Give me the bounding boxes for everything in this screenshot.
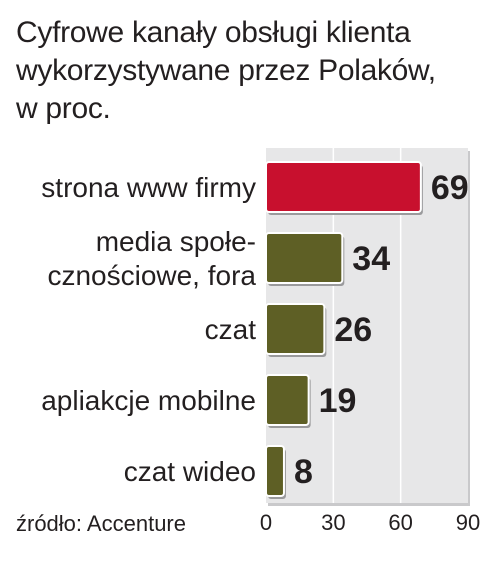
category-label: czat <box>205 314 257 345</box>
bar <box>265 161 422 213</box>
chart-title: Cyfrowe kanały obsługi klienta wykorzyst… <box>16 14 486 128</box>
bar <box>265 232 344 284</box>
category-label: strona www firmy <box>41 172 256 203</box>
chart-title-line: w proc. <box>16 92 111 125</box>
bar <box>265 374 310 426</box>
data-label: 19 <box>319 382 357 420</box>
category-label: czat wideo <box>124 456 256 487</box>
category-label: media społe- <box>96 226 256 257</box>
x-tick-label: 90 <box>456 510 480 535</box>
x-tick-label: 60 <box>388 510 412 535</box>
category-label: apliakcje mobilne <box>41 385 256 416</box>
data-label: 69 <box>431 169 469 207</box>
category-label: cznościowe, fora <box>47 260 256 291</box>
chart-title-line: wykorzystywane przez Polaków, <box>16 54 436 87</box>
x-tick-label: 0 <box>260 510 272 535</box>
source-note: źródło: Accenture <box>16 511 186 536</box>
chart-title-line: Cyfrowe kanały obsługi klienta <box>16 16 411 49</box>
x-tick-label: 30 <box>321 510 345 535</box>
data-label: 34 <box>352 240 390 278</box>
data-label: 26 <box>334 311 372 349</box>
bar <box>265 303 326 355</box>
data-label: 8 <box>294 453 313 491</box>
bar <box>265 445 285 497</box>
